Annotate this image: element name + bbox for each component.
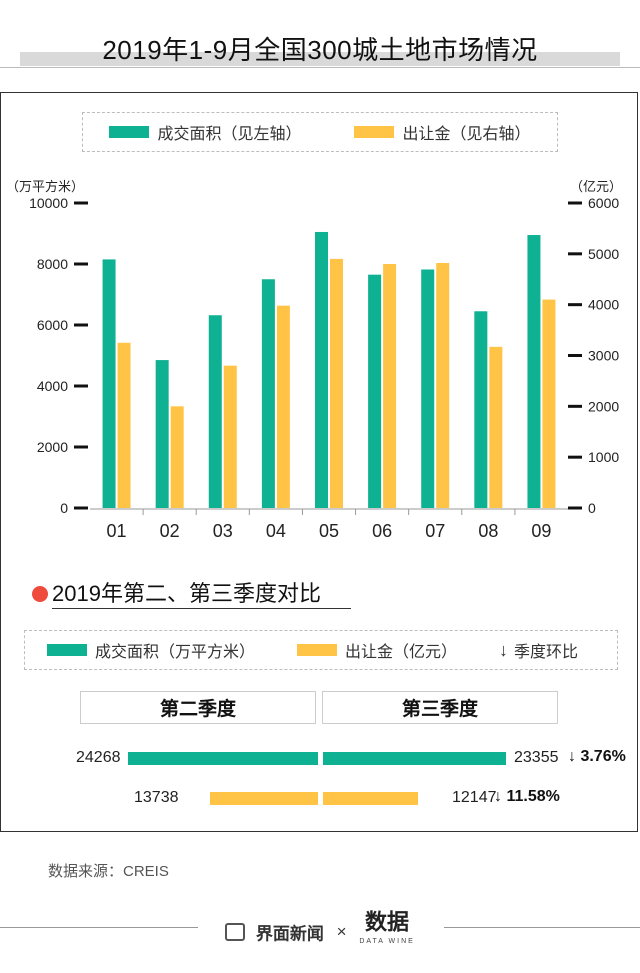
row1-change-value: 3.76% (580, 748, 626, 765)
footer-line-left (0, 927, 198, 928)
chart-frame (0, 92, 638, 832)
bar-money (489, 346, 503, 508)
footer-line-right (444, 927, 640, 928)
down-arrow-icon: ↓ (499, 639, 509, 660)
legend-swatch-yellow (354, 126, 395, 138)
left-axis-tick-label: 2000 (37, 439, 68, 455)
left-axis-tick-label: 10000 (29, 195, 68, 211)
bar-area (368, 274, 382, 508)
footer-brand2-wrap: 数据 DATA WINE (359, 911, 414, 953)
right-axis-tick-label: 1000 (588, 449, 619, 465)
bar-money (170, 406, 184, 508)
page-title: 2019年1-9月全国300城土地市场情况 (102, 35, 538, 65)
left-axis-tick-label: 6000 (37, 317, 68, 333)
section-title: 2019年第二、第三季度对比 (52, 580, 351, 609)
footer-brand2: 数据 (365, 909, 410, 935)
title-rule (0, 67, 640, 68)
footer: 界面新闻 × 数据 DATA WINE (0, 911, 640, 953)
left-axis-tick-label: 4000 (37, 378, 68, 394)
quarter-legend-money: 出让金（亿元） (297, 638, 457, 662)
row2-q2-value: 13738 (134, 789, 179, 806)
left-axis-unit: （万平方米） (6, 179, 85, 194)
legend-item-area: 成交面积（见左轴） (109, 120, 302, 144)
quarter-swatch-green (47, 644, 87, 656)
right-axis-unit: （亿元） (570, 179, 623, 194)
right-axis-tick-label: 5000 (588, 246, 619, 262)
bar-money (383, 264, 397, 508)
left-axis-tick-label: 0 (60, 500, 68, 516)
bar-money (436, 262, 450, 508)
row2-q3-value: 12147 (452, 789, 497, 806)
row1-q3-value: 23355 (514, 749, 559, 766)
row1-q3-bar (323, 752, 506, 765)
chart-legend: 成交面积（见左轴） 出让金（见右轴） (82, 112, 558, 152)
x-axis-tick-label: 06 (372, 521, 392, 541)
bar-money (117, 342, 131, 508)
bar-money (542, 299, 556, 508)
quarter-legend-change: ↓ 季度环比 (499, 638, 578, 662)
row2-change-value: 11.58% (506, 788, 560, 805)
left-axis-tick-label: 8000 (37, 256, 68, 272)
bar-area (474, 311, 488, 508)
right-axis-tick-label: 0 (588, 500, 596, 516)
bar-area (315, 231, 328, 508)
row2-q3-bar (323, 792, 419, 805)
x-axis-tick-label: 02 (160, 521, 180, 541)
header-q3: 第三季度 (322, 691, 558, 724)
row1-q2-bar (128, 752, 318, 765)
row1-q2-value: 24268 (76, 749, 121, 766)
header-q2: 第二季度 (80, 691, 316, 724)
down-arrow-icon: ↓ (568, 748, 576, 765)
right-axis-tick-label: 4000 (588, 297, 619, 313)
bar-area (208, 315, 222, 508)
right-axis-tick-label: 6000 (588, 195, 619, 211)
legend-item-money: 出让金（见右轴） (354, 120, 531, 144)
bar-area (102, 259, 116, 508)
legend-label-area: 成交面积（见左轴） (157, 126, 302, 143)
x-axis-tick-label: 07 (425, 521, 445, 541)
bar-chart: 0 2000 4000 6000 8000 10000 0 1000 2000 3000 4000 5… (29, 195, 619, 541)
data-source: 数据来源：CREIS (48, 863, 169, 880)
quarter-legend-area: 成交面积（万平方米） (47, 638, 255, 662)
jiemian-logo-icon (225, 922, 246, 941)
x-axis-tick-label: 09 (531, 521, 551, 541)
title-band (20, 52, 620, 66)
legend-swatch-green (109, 126, 150, 138)
bar-money (223, 365, 237, 508)
x-axis-tick-label: 03 (213, 521, 233, 541)
bar-money (276, 305, 290, 508)
right-axis-tick-label: 3000 (588, 348, 619, 364)
bar-area (155, 360, 169, 508)
row2-q2-bar (210, 792, 318, 805)
quarter-legend-money-label: 出让金（亿元） (345, 644, 458, 661)
footer-separator: × (336, 921, 347, 941)
legend-label-money: 出让金（见右轴） (402, 126, 531, 143)
bar-money (330, 258, 343, 508)
row2-change: ↓ 11.58% (494, 788, 560, 806)
bar-area (421, 269, 435, 508)
footer-brand2-sub: DATA WINE (359, 937, 415, 945)
row1-change: ↓ 3.76% (568, 748, 626, 766)
x-axis-tick-label: 08 (478, 521, 498, 541)
down-arrow-icon: ↓ (494, 788, 502, 805)
quarter-swatch-yellow (297, 644, 338, 656)
bar-area (261, 279, 275, 508)
quarter-legend-area-label: 成交面积（万平方米） (95, 644, 256, 661)
bar-area (527, 235, 541, 508)
footer-brand1: 界面新闻 (255, 924, 324, 944)
right-axis-tick-label: 2000 (588, 398, 619, 414)
x-axis-tick-label: 04 (266, 521, 286, 541)
x-axis-tick-label: 05 (319, 521, 339, 541)
section-bullet (32, 586, 48, 602)
quarter-legend-change-label: 季度环比 (514, 644, 579, 661)
quarter-legend: 成交面积（万平方米） 出让金（亿元） ↓ 季度环比 (24, 630, 618, 670)
x-axis-tick-label: 01 (107, 521, 127, 541)
